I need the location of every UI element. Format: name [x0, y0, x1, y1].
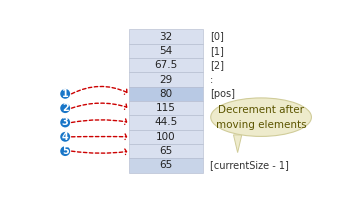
Text: 100: 100 [156, 132, 176, 142]
Text: [1]: [1] [210, 46, 224, 56]
Text: 5: 5 [62, 146, 69, 156]
Text: 65: 65 [159, 160, 173, 170]
Bar [129, 72, 203, 87]
Text: 44.5: 44.5 [154, 117, 178, 127]
Text: 2: 2 [62, 103, 69, 113]
Text: [0]: [0] [210, 32, 224, 42]
Ellipse shape [60, 132, 70, 142]
Text: 29: 29 [159, 75, 173, 85]
Bar [129, 29, 203, 44]
Text: [2]: [2] [210, 60, 224, 70]
Bar [129, 144, 203, 158]
Text: 32: 32 [159, 32, 173, 42]
Bar [129, 58, 203, 72]
Bar [129, 130, 203, 144]
Bar [129, 44, 203, 58]
Text: 4: 4 [62, 132, 69, 142]
Text: 80: 80 [159, 89, 172, 99]
Text: 54: 54 [159, 46, 173, 56]
Text: :: : [210, 75, 213, 85]
Ellipse shape [60, 146, 70, 156]
Ellipse shape [60, 89, 70, 99]
Ellipse shape [60, 118, 70, 127]
Text: 65: 65 [159, 146, 173, 156]
Polygon shape [234, 135, 242, 153]
Text: 1: 1 [62, 89, 69, 99]
Bar [129, 101, 203, 115]
Text: 115: 115 [156, 103, 176, 113]
Text: [pos]: [pos] [210, 89, 235, 99]
Ellipse shape [60, 103, 70, 113]
Bar [129, 115, 203, 130]
Text: 3: 3 [62, 117, 69, 127]
Bar [129, 158, 203, 173]
Text: 67.5: 67.5 [154, 60, 178, 70]
Text: [currentSize - 1]: [currentSize - 1] [210, 160, 289, 170]
Bar [129, 87, 203, 101]
Text: Decrement after
moving elements: Decrement after moving elements [216, 105, 307, 130]
Ellipse shape [211, 98, 312, 136]
